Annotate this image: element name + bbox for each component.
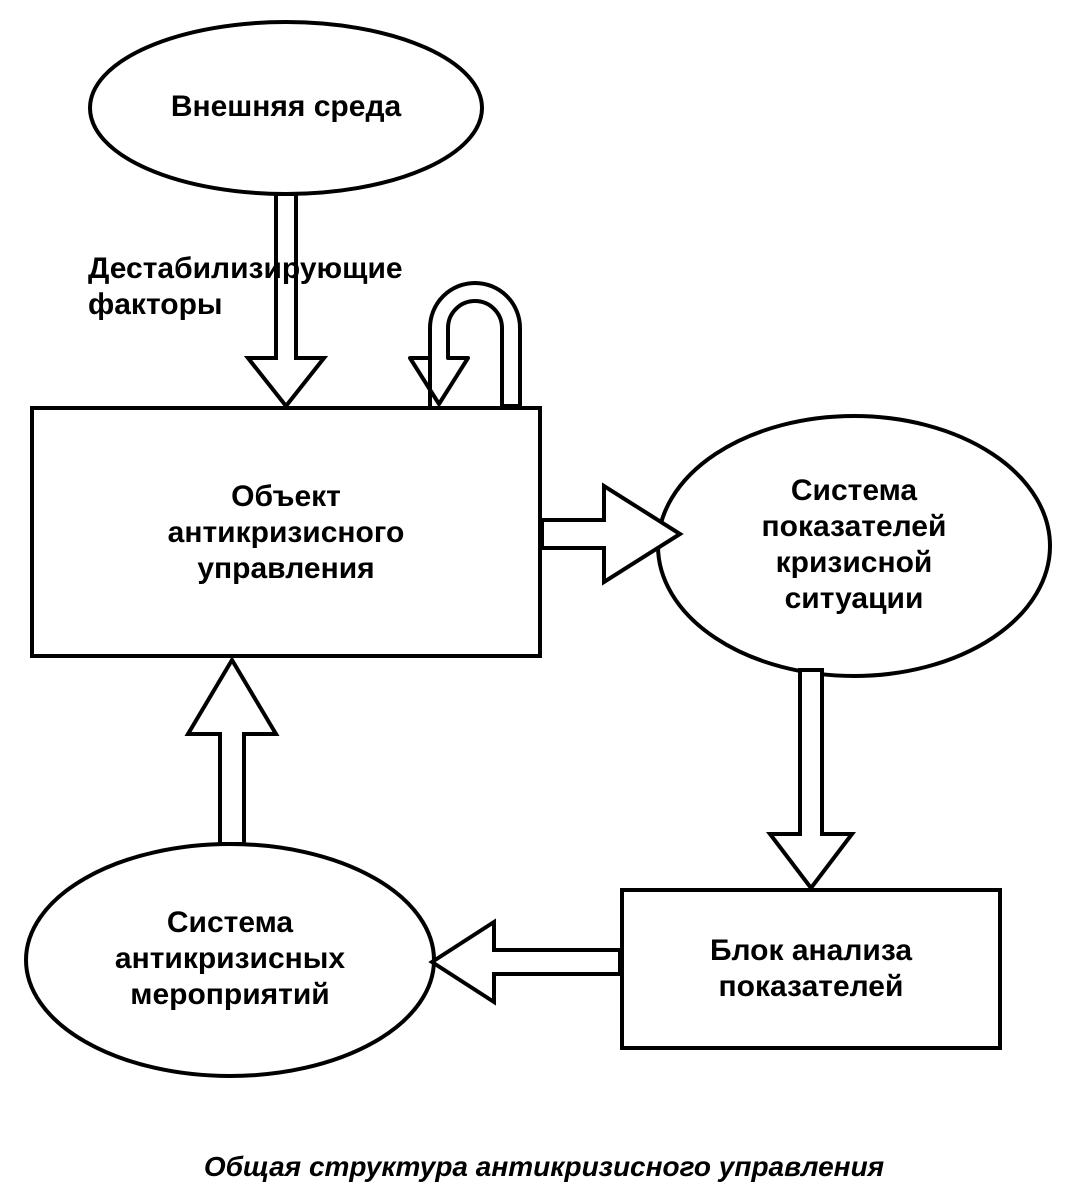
edge-label-destabilizing-line-1: Дестабилизирующие bbox=[88, 252, 403, 285]
node-external-env-label: Внешняя среда bbox=[171, 90, 402, 123]
node-measures-system: Система антикризисных мероприятий bbox=[26, 844, 434, 1076]
node-indicator-system-label-4: ситуации bbox=[785, 582, 924, 615]
diagram-caption: Общая структура антикризисного управлени… bbox=[204, 1151, 884, 1182]
node-analysis-block-label-2: показателей bbox=[719, 970, 904, 1003]
node-crisis-object-label-1: Объект bbox=[231, 480, 341, 513]
edge-label-destabilizing-line-2: факторы bbox=[88, 288, 223, 321]
node-crisis-object: Объект антикризисного управления bbox=[32, 408, 540, 656]
arrow-indicators-to-analysis bbox=[770, 670, 852, 888]
node-analysis-block: Блок анализа показателей bbox=[622, 890, 1000, 1048]
node-external-env: Внешняя среда bbox=[90, 22, 482, 194]
arrow-analysis-to-measures bbox=[432, 922, 620, 1002]
node-indicator-system-label-3: кризисной bbox=[776, 546, 933, 579]
node-crisis-object-label-3: управления bbox=[197, 552, 374, 585]
node-crisis-object-label-2: антикризисного bbox=[168, 516, 405, 549]
node-analysis-block-label-1: Блок анализа bbox=[710, 934, 912, 967]
flowchart-canvas: Внешняя среда Объект антикризисного упра… bbox=[0, 0, 1089, 1200]
node-measures-system-label-2: антикризисных bbox=[115, 942, 346, 975]
node-indicator-system-label-1: Система bbox=[791, 474, 918, 507]
edge-label-destabilizing: Дестабилизирующие факторы bbox=[88, 252, 403, 321]
node-indicator-system: Система показателей кризисной ситуации bbox=[658, 416, 1050, 676]
arrow-self-loop bbox=[410, 283, 520, 406]
node-indicator-system-label-2: показателей bbox=[762, 510, 947, 543]
node-measures-system-label-3: мероприятий bbox=[130, 978, 330, 1011]
node-measures-system-label-1: Система bbox=[167, 906, 294, 939]
arrow-measures-to-object bbox=[188, 660, 276, 844]
arrow-env-to-object bbox=[248, 194, 324, 406]
